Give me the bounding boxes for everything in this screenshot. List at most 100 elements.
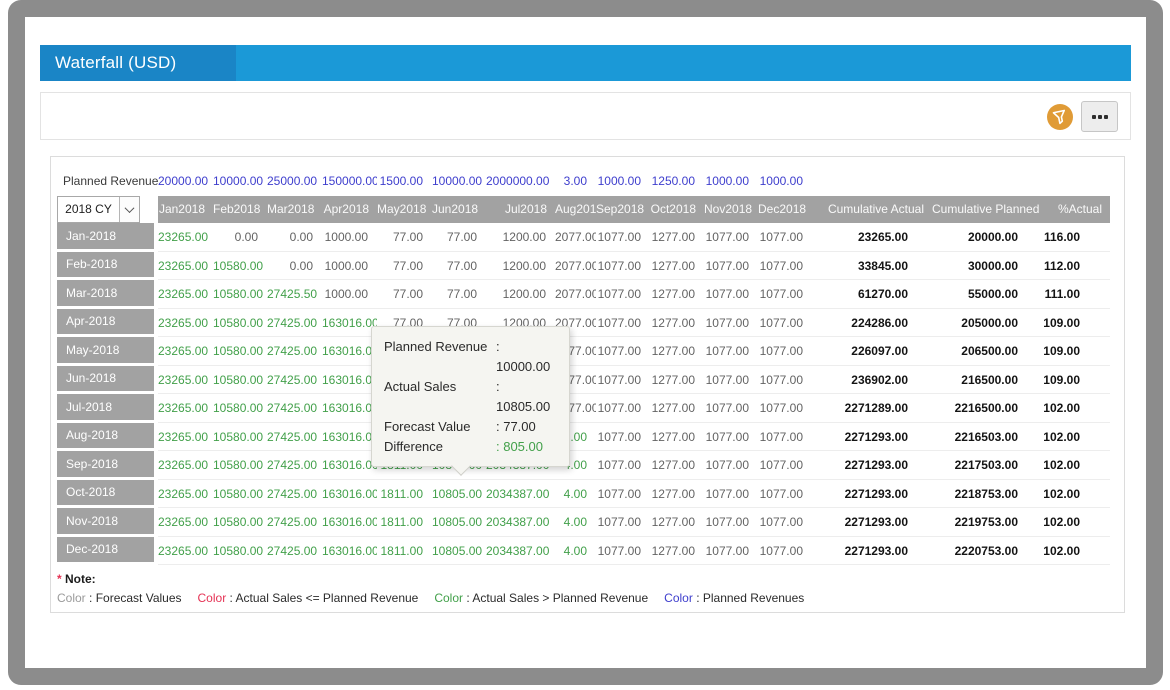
month-value-cell[interactable]: 1077.00 bbox=[758, 252, 812, 280]
month-value-cell[interactable]: 1077.00 bbox=[704, 451, 758, 480]
month-value-cell[interactable]: 163016.00 bbox=[322, 337, 377, 366]
month-value-cell[interactable]: 1811.00 bbox=[377, 537, 432, 565]
month-value-cell[interactable]: 1077.00 bbox=[596, 337, 650, 366]
month-value-cell[interactable]: 1077.00 bbox=[596, 508, 650, 537]
month-value-cell[interactable]: 163016.00 bbox=[322, 451, 377, 480]
month-value-cell[interactable]: 23265.00 bbox=[158, 223, 213, 252]
month-value-cell[interactable]: 10805.00 bbox=[432, 508, 486, 537]
month-value-cell[interactable]: 77.00 bbox=[377, 223, 432, 252]
month-value-cell[interactable]: 4.00 bbox=[555, 537, 596, 565]
month-value-cell[interactable]: 1077.00 bbox=[758, 480, 812, 508]
month-value-cell[interactable]: 1077.00 bbox=[596, 537, 650, 565]
month-value-cell[interactable]: 1000.00 bbox=[322, 280, 377, 309]
month-value-cell[interactable]: 1077.00 bbox=[596, 252, 650, 280]
month-value-cell[interactable]: 2077.00 bbox=[555, 280, 596, 309]
month-value-cell[interactable]: 1077.00 bbox=[596, 423, 650, 451]
month-value-cell[interactable]: 1077.00 bbox=[758, 451, 812, 480]
more-options-button[interactable] bbox=[1081, 101, 1118, 132]
month-value-cell[interactable]: 1077.00 bbox=[704, 337, 758, 366]
month-value-cell[interactable]: 1277.00 bbox=[650, 480, 704, 508]
month-value-cell[interactable]: 77.00 bbox=[432, 223, 486, 252]
month-value-cell[interactable]: 1200.00 bbox=[486, 280, 555, 309]
month-value-cell[interactable]: 1277.00 bbox=[650, 394, 704, 423]
month-value-cell[interactable]: 163016.00 bbox=[322, 423, 377, 451]
month-value-cell[interactable]: 23265.00 bbox=[158, 337, 213, 366]
month-value-cell[interactable]: 1077.00 bbox=[704, 223, 758, 252]
month-value-cell[interactable]: 1077.00 bbox=[758, 394, 812, 423]
month-value-cell[interactable]: 0.00 bbox=[267, 223, 322, 252]
month-value-cell[interactable]: 1277.00 bbox=[650, 537, 704, 565]
month-value-cell[interactable]: 1077.00 bbox=[704, 280, 758, 309]
month-value-cell[interactable]: 1277.00 bbox=[650, 423, 704, 451]
month-value-cell[interactable]: 163016.00 bbox=[322, 480, 377, 508]
month-value-cell[interactable]: 1077.00 bbox=[596, 451, 650, 480]
month-value-cell[interactable]: 1077.00 bbox=[758, 309, 812, 337]
month-value-cell[interactable]: 27425.00 bbox=[267, 537, 322, 565]
month-value-cell[interactable]: 10580.00 bbox=[213, 480, 267, 508]
month-value-cell[interactable]: 0.00 bbox=[213, 223, 267, 252]
month-value-cell[interactable]: 10580.00 bbox=[213, 508, 267, 537]
month-value-cell[interactable]: 27425.00 bbox=[267, 508, 322, 537]
month-value-cell[interactable]: 27425.50 bbox=[267, 280, 322, 309]
month-value-cell[interactable]: 1077.00 bbox=[596, 366, 650, 394]
month-value-cell[interactable]: 77.00 bbox=[432, 280, 486, 309]
month-value-cell[interactable]: 4.00 bbox=[555, 508, 596, 537]
month-value-cell[interactable]: 27425.00 bbox=[267, 366, 322, 394]
month-value-cell[interactable]: 163016.00 bbox=[322, 366, 377, 394]
month-value-cell[interactable]: 1277.00 bbox=[650, 366, 704, 394]
month-value-cell[interactable]: 1077.00 bbox=[596, 394, 650, 423]
month-value-cell[interactable]: 1077.00 bbox=[596, 280, 650, 309]
month-value-cell[interactable]: 77.00 bbox=[377, 280, 432, 309]
month-value-cell[interactable]: 1200.00 bbox=[486, 252, 555, 280]
month-value-cell[interactable]: 27425.00 bbox=[267, 451, 322, 480]
month-value-cell[interactable]: 1077.00 bbox=[758, 508, 812, 537]
month-value-cell[interactable]: 10580.00 bbox=[213, 280, 267, 309]
month-value-cell[interactable]: 27425.00 bbox=[267, 309, 322, 337]
month-value-cell[interactable]: 27425.00 bbox=[267, 337, 322, 366]
month-value-cell[interactable]: 2034387.00 bbox=[486, 480, 555, 508]
month-value-cell[interactable]: 10580.00 bbox=[213, 309, 267, 337]
month-value-cell[interactable]: 27425.00 bbox=[267, 480, 322, 508]
month-value-cell[interactable]: 1077.00 bbox=[704, 537, 758, 565]
month-value-cell[interactable]: 163016.00 bbox=[322, 508, 377, 537]
month-value-cell[interactable]: 1277.00 bbox=[650, 252, 704, 280]
month-value-cell[interactable]: 1077.00 bbox=[704, 480, 758, 508]
month-value-cell[interactable]: 1077.00 bbox=[758, 366, 812, 394]
filter-button[interactable] bbox=[1047, 104, 1073, 130]
month-value-cell[interactable]: 1811.00 bbox=[377, 480, 432, 508]
month-value-cell[interactable]: 10580.00 bbox=[213, 366, 267, 394]
month-value-cell[interactable]: 163016.00 bbox=[322, 394, 377, 423]
month-value-cell[interactable]: 2077.00 bbox=[555, 252, 596, 280]
month-value-cell[interactable]: 23265.00 bbox=[158, 280, 213, 309]
month-value-cell[interactable]: 1077.00 bbox=[596, 223, 650, 252]
month-value-cell[interactable]: 163016.00 bbox=[322, 537, 377, 565]
month-value-cell[interactable]: 10580.00 bbox=[213, 451, 267, 480]
month-value-cell[interactable]: 1077.00 bbox=[704, 508, 758, 537]
month-value-cell[interactable]: 27425.00 bbox=[267, 394, 322, 423]
month-value-cell[interactable]: 0.00 bbox=[267, 252, 322, 280]
month-value-cell[interactable]: 1077.00 bbox=[758, 537, 812, 565]
month-value-cell[interactable]: 10805.00 bbox=[432, 537, 486, 565]
month-value-cell[interactable]: 10580.00 bbox=[213, 252, 267, 280]
month-value-cell[interactable]: 10580.00 bbox=[213, 423, 267, 451]
month-value-cell[interactable]: 23265.00 bbox=[158, 480, 213, 508]
month-value-cell[interactable]: 163016.00 bbox=[322, 309, 377, 337]
month-value-cell[interactable]: 23265.00 bbox=[158, 252, 213, 280]
month-value-cell[interactable]: 23265.00 bbox=[158, 508, 213, 537]
month-value-cell[interactable]: 27425.00 bbox=[267, 423, 322, 451]
month-value-cell[interactable]: 23265.00 bbox=[158, 394, 213, 423]
month-value-cell[interactable]: 1077.00 bbox=[596, 480, 650, 508]
month-value-cell[interactable]: 77.00 bbox=[432, 252, 486, 280]
month-value-cell[interactable]: 23265.00 bbox=[158, 451, 213, 480]
month-value-cell[interactable]: 1811.00 bbox=[377, 508, 432, 537]
month-value-cell[interactable]: 10580.00 bbox=[213, 337, 267, 366]
month-value-cell[interactable]: 1077.00 bbox=[704, 366, 758, 394]
month-value-cell[interactable]: 23265.00 bbox=[158, 537, 213, 565]
year-selector-dropdown[interactable]: 2018 CY bbox=[57, 196, 140, 223]
month-value-cell[interactable]: 1077.00 bbox=[704, 309, 758, 337]
month-value-cell[interactable]: 1277.00 bbox=[650, 280, 704, 309]
month-value-cell[interactable]: 77.00 bbox=[377, 252, 432, 280]
month-value-cell[interactable]: 1277.00 bbox=[650, 451, 704, 480]
month-value-cell[interactable]: 1277.00 bbox=[650, 508, 704, 537]
month-value-cell[interactable]: 1077.00 bbox=[758, 423, 812, 451]
